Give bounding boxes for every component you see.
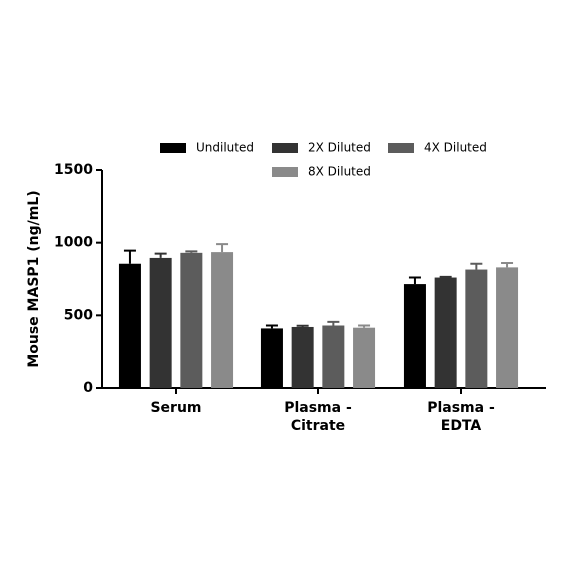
x-tick-label: Plasma - EDTA [427,400,495,434]
bar [180,252,203,388]
error-bar [358,324,371,328]
error-bar [185,250,198,253]
x-tick-label: Plasma - Citrate [284,400,352,434]
legend-label: 2X Diluted [308,141,371,155]
y-tick-label: 1000 [54,235,93,251]
bar [434,277,457,388]
error-bar [265,324,278,329]
bar [322,325,345,388]
bar [149,257,172,388]
error-bar [501,262,514,268]
error-bar [123,249,136,264]
error-bar [296,324,309,327]
error-bar [154,252,167,258]
bar [211,252,234,388]
bar [353,327,376,388]
bar [118,263,141,388]
y-tick-label: 500 [64,307,93,323]
bar [291,326,314,388]
bar [260,328,283,388]
legend-swatch [160,143,186,153]
legend-swatch [272,167,298,177]
y-tick-label: 0 [83,380,93,396]
bar [465,269,488,388]
error-bar [408,276,421,285]
error-bar [216,243,229,253]
error-bar [327,320,340,326]
error-bar [470,262,483,270]
bar [496,267,519,388]
legend-label: Undiluted [196,141,254,155]
error-bar [439,275,452,278]
x-tick-label: Serum [150,400,202,416]
y-axis-label: Mouse MASP1 (ng/mL) [26,190,42,367]
bar [403,284,426,388]
legend-label: 4X Diluted [424,141,487,155]
legend-swatch [388,143,414,153]
legend-swatch [272,143,298,153]
y-tick-label: 1500 [54,162,93,178]
legend-label: 8X Diluted [308,165,371,179]
